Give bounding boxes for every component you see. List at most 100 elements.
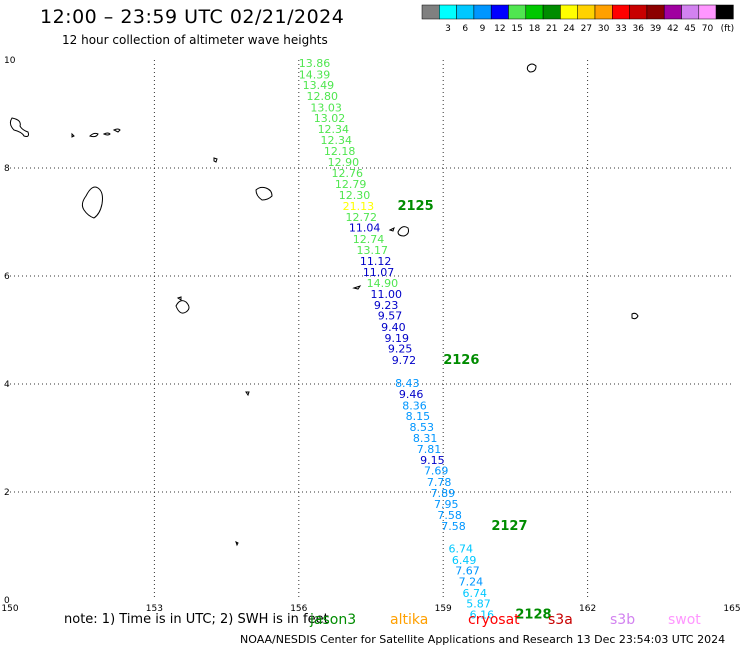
map-title: 12:00 – 23:59 UTC 02/21/2024	[40, 6, 345, 28]
lat-tick-label: 0	[4, 596, 10, 606]
wave-height-label: 6.16	[470, 608, 495, 621]
legend-tick-label: 3	[445, 24, 451, 34]
satellite-label: swot	[668, 612, 701, 628]
satellite-label: cryosat	[468, 612, 520, 628]
wave-height-label: 11.07	[363, 266, 395, 279]
wave-height-label: 12.74	[353, 233, 385, 246]
lon-tick-label: 162	[579, 604, 596, 614]
time-mark-label: 2125	[397, 199, 433, 214]
island-outlines	[9, 63, 639, 547]
wave-height-label: 12.30	[339, 189, 371, 202]
wave-height-label: 12.90	[328, 156, 360, 169]
lat-tick-label: 2	[4, 488, 10, 498]
satellite-label: jason3	[310, 612, 357, 628]
wave-height-label: 9.23	[374, 299, 399, 312]
wave-height-label: 12.34	[318, 123, 350, 136]
wave-height-label: 8.43	[395, 377, 420, 390]
legend-tick-label: 12	[494, 24, 505, 34]
lon-tick-label: 150	[1, 604, 18, 614]
wave-height-label: 9.57	[378, 310, 403, 323]
lat-tick-label: 6	[4, 272, 10, 282]
island-outline	[526, 63, 537, 73]
legend-tick-label: 42	[667, 24, 678, 34]
island-outline	[388, 226, 409, 237]
wave-height-label: 6.74	[448, 542, 473, 555]
wave-height-label: 9.25	[388, 343, 413, 356]
wave-height-label: 7.89	[431, 487, 456, 500]
wave-height-label: 11.04	[349, 222, 381, 235]
satellite-label: s3b	[610, 612, 636, 628]
time-mark-label: 2126	[443, 353, 479, 368]
island-outline	[255, 186, 273, 201]
credit-footer: NOAA/NESDIS Center for Satellite Applica…	[240, 633, 726, 646]
wave-height-label: 21.13	[343, 200, 375, 213]
wave-height-label: 12.76	[332, 167, 364, 180]
wave-height-label: 11.12	[360, 255, 392, 268]
time-mark-labels: 2125 2126 2127 2128	[397, 199, 551, 622]
wave-height-label: 12.18	[324, 145, 356, 158]
wave-height-label: 9.72	[392, 354, 417, 367]
island-outline	[213, 157, 218, 163]
island-outline	[9, 117, 29, 137]
wave-height-label: 12.34	[320, 134, 352, 147]
wave-height-label: 13.03	[310, 101, 342, 114]
legend-tick-label: 6	[462, 24, 468, 34]
time-mark-label: 2128	[515, 607, 551, 622]
lat-tick-label: 4	[4, 380, 10, 390]
satellite-label: s3a	[548, 612, 573, 628]
wave-height-label: 7.24	[459, 575, 484, 588]
wave-height-label: 8.15	[406, 410, 431, 423]
wave-height-label: 6.74	[462, 587, 487, 600]
satellite-label: altika	[390, 612, 429, 628]
wave-height-label: 12.79	[335, 178, 367, 191]
wave-height-label: 9.46	[399, 388, 424, 401]
wave-height-label: 7.67	[455, 565, 480, 578]
wave-height-label: 7.69	[424, 465, 449, 478]
wave-height-label: 13.02	[314, 112, 346, 125]
axis-ticks: 150 153 156 159 162 165 0 2 4 6 8 10	[1, 56, 740, 614]
grid-lines	[10, 60, 732, 600]
legend-tick-label: 36	[633, 24, 645, 34]
units-note: note: 1) Time is in UTC; 2) SWH is in fe…	[64, 612, 329, 627]
wave-height-label: 11.00	[371, 288, 403, 301]
legend-tick-label: 33	[615, 24, 626, 34]
legend-tick-label: 27	[581, 24, 592, 34]
legend-tick-label: 9	[480, 24, 486, 34]
wave-height-label: 7.78	[427, 476, 452, 489]
island-outline	[81, 186, 103, 219]
wave-height-label: 12.72	[345, 211, 377, 224]
island-outline	[71, 132, 75, 138]
wave-height-label: 14.39	[299, 68, 331, 81]
lat-tick-label: 10	[4, 56, 16, 66]
legend-tick-label: 15	[511, 24, 522, 34]
island-outline	[245, 391, 250, 397]
legend-tick-label: 18	[529, 24, 541, 34]
lon-tick-label: 159	[435, 604, 452, 614]
observation-labels: 13.8614.3913.4912.8013.0313.0212.3412.34…	[299, 57, 494, 621]
island-outline	[235, 541, 239, 547]
wave-height-label: 9.15	[420, 454, 445, 467]
wave-height-label: 9.40	[381, 321, 406, 334]
wave-height-label: 7.58	[441, 520, 466, 533]
wave-height-label: 13.17	[357, 244, 389, 257]
legend-tick-label: 30	[598, 24, 610, 34]
legend-swatch	[715, 4, 734, 20]
island-outline	[631, 312, 639, 320]
island-outline	[175, 296, 190, 314]
wave-height-label: 9.19	[384, 332, 409, 345]
legend-tick-label: 21	[546, 24, 557, 34]
legend-tick-label: 39	[650, 24, 662, 34]
wave-height-label: 5.87	[466, 598, 491, 611]
wave-height-label: 8.53	[410, 421, 435, 434]
color-scale-legend: 3 6 9 12 15 18 21 24 27 30 33 36 39 42 45 70 (ft)	[421, 4, 734, 34]
wave-height-label: 7.58	[437, 509, 462, 522]
island-outline	[89, 128, 121, 138]
wave-height-label: 8.36	[402, 399, 427, 412]
map-subtitle: 12 hour collection of altimeter wave hei…	[62, 33, 328, 47]
lat-tick-label: 8	[4, 164, 10, 174]
lon-tick-label: 153	[146, 604, 163, 614]
wave-height-label: 8.31	[413, 432, 438, 445]
lon-tick-label: 165	[723, 604, 740, 614]
legend-tick-label: 24	[563, 24, 575, 34]
